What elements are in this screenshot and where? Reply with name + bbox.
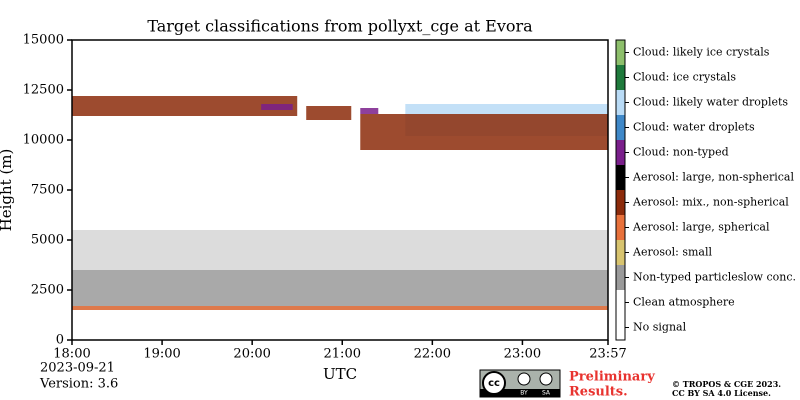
y-tick-label: 2500	[31, 283, 64, 298]
legend-label: Cloud: likely water droplets	[633, 96, 788, 109]
date: 2023-09-21	[40, 361, 115, 376]
legend-swatch	[616, 90, 625, 115]
legend-label: Cloud: water droplets	[633, 121, 755, 134]
x-tick-label: 18:00	[53, 347, 90, 362]
class-region	[72, 306, 608, 310]
legend-swatch	[616, 265, 625, 290]
class-region	[72, 270, 608, 310]
chart-title: Target classifications from pollyxt_cge …	[147, 17, 533, 36]
copyright: CC BY SA 4.0 License.	[672, 388, 771, 398]
x-tick-label: 20:00	[233, 347, 270, 362]
svg-text:cc: cc	[488, 378, 500, 389]
badge-text: BY	[520, 390, 528, 397]
notice: Results.	[569, 385, 628, 400]
legend-swatch	[616, 115, 625, 140]
legend-swatch	[616, 290, 625, 315]
legend-label: Cloud: non-typed	[633, 146, 729, 159]
y-tick-label: 5000	[31, 233, 64, 248]
class-region	[261, 104, 293, 110]
legend-label: Aerosol: large, spherical	[632, 221, 770, 234]
legend-label: Aerosol: large, non-spherical	[632, 171, 794, 184]
x-tick-label: 21:00	[324, 347, 361, 362]
x-tick-label: 23:57	[589, 347, 626, 362]
legend-label: Aerosol: mix., non-spherical	[632, 196, 789, 209]
version: Version: 3.6	[39, 377, 118, 392]
y-tick-label: 7500	[31, 183, 64, 198]
x-tick-label: 19:00	[143, 347, 180, 362]
class-region	[360, 108, 379, 114]
y-axis-label: Height (m)	[0, 149, 15, 232]
x-axis-label: UTC	[323, 365, 357, 383]
legend-swatch	[616, 165, 625, 190]
legend-label: No signal	[633, 321, 687, 334]
legend-label: Cloud: ice crystals	[633, 71, 736, 84]
legend-swatch	[616, 140, 625, 165]
license-badge: cc BY SA	[479, 369, 561, 398]
legend-label: Non-typed particleslow conc.	[633, 271, 796, 284]
x-tick-label: 22:00	[414, 347, 451, 362]
notice: Preliminary	[569, 370, 655, 385]
class-region	[72, 230, 608, 270]
legend-swatch	[616, 190, 625, 215]
legend-label: Clean atmosphere	[633, 296, 735, 309]
class-region	[72, 96, 298, 116]
legend-swatch	[616, 215, 625, 240]
copyright: © TROPOS & CGE 2023.	[672, 379, 781, 389]
legend-label: Aerosol: small	[632, 246, 712, 259]
legend-swatch	[616, 40, 625, 65]
legend-swatch	[616, 240, 625, 265]
class-region	[306, 106, 352, 120]
y-tick-label: 15000	[23, 33, 64, 48]
legend-label: Cloud: likely ice crystals	[633, 46, 770, 59]
y-tick-label: 10000	[23, 133, 64, 148]
y-tick-label: 12500	[23, 83, 64, 98]
x-tick-label: 23:00	[504, 347, 541, 362]
class-region	[360, 114, 608, 150]
legend-swatch	[616, 65, 625, 90]
badge-text: SA	[542, 390, 551, 397]
legend-swatch	[616, 315, 625, 340]
y-tick-label: 0	[56, 333, 64, 348]
colorbar-frame	[615, 39, 626, 341]
